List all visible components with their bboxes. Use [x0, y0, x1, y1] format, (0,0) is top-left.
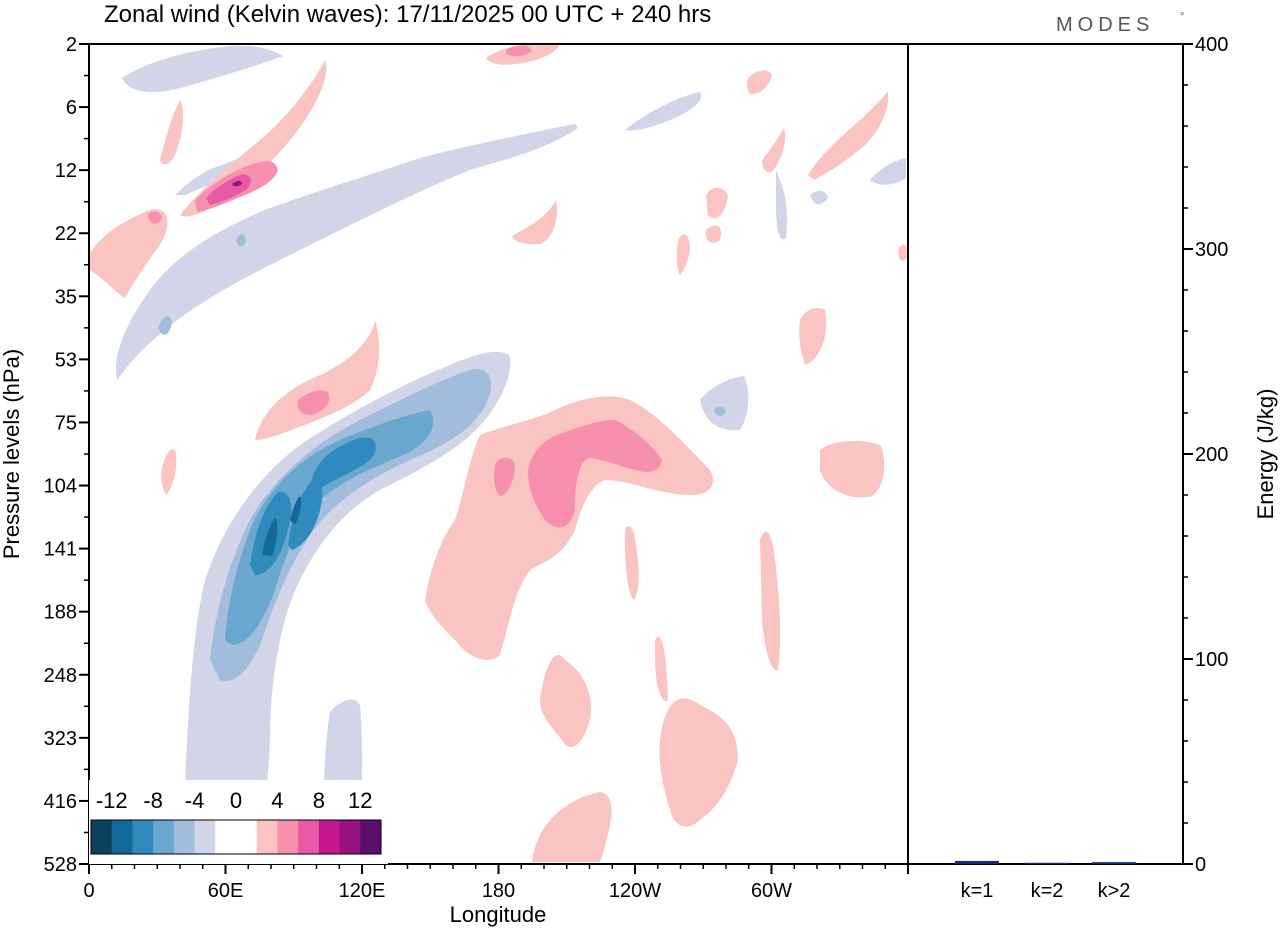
colorbar-label: -8 [143, 788, 163, 813]
energy-axis-label: Energy (J/kg) [1253, 389, 1278, 520]
colorbar-swatch [236, 820, 258, 854]
y-tick-label: 75 [55, 412, 77, 434]
colorbar-frame [90, 819, 382, 855]
colorbar-label: 12 [348, 788, 372, 813]
colorbar: -12 -8 -4 0 4 8 12 [89, 780, 388, 864]
colorbar-label: 8 [313, 788, 325, 813]
colorbar-swatch [132, 820, 154, 854]
modes-logo: MODES ° [1056, 11, 1184, 36]
x-tick-label: 180 [482, 880, 515, 902]
y-tick-label: 188 [44, 602, 77, 624]
energy-bar-k2 [1025, 862, 1069, 864]
wind-field [89, 44, 908, 864]
x-axis-label: Longitude [450, 902, 547, 927]
colorbar-swatch [91, 820, 113, 854]
colorbar-label: -12 [96, 788, 128, 813]
y-tick-label: 323 [44, 728, 77, 750]
easterly-contours-moderate [158, 234, 726, 681]
y-axis: 2 6 12 22 35 53 75 104 141 188 248 323 416 528 [44, 34, 89, 876]
westerly-contours-strong [206, 174, 251, 205]
colorbar-swatch [298, 820, 320, 854]
colorbar-swatch [173, 820, 196, 854]
y-tick-label: 528 [44, 854, 77, 876]
colorbar-label: -4 [185, 788, 205, 813]
y-tick-label: 22 [55, 223, 77, 245]
colorbar-swatch [153, 820, 175, 854]
energy-bar-k2 [1092, 862, 1136, 864]
chart-title: Zonal wind (Kelvin waves): 17/11/2025 00… [104, 1, 711, 28]
colorbar-swatch [339, 820, 361, 854]
energy-tick-label: 300 [1195, 239, 1228, 261]
y-tick-label: 35 [55, 286, 77, 308]
y-tick-label: 141 [44, 539, 77, 561]
y-tick-label: 416 [44, 791, 77, 813]
brand-wordmark: MODES [1056, 14, 1154, 36]
x-tick-label: 0 [83, 880, 94, 902]
y-axis-label: Pressure levels (hPa) [0, 349, 24, 559]
x-tick-label: 120W [609, 880, 661, 902]
energy-tick-label: 0 [1195, 854, 1206, 876]
brand-registered-mark: ° [1180, 11, 1184, 23]
y-tick-label: 104 [44, 476, 77, 498]
colorbar-swatch [277, 820, 299, 854]
energy-axis: 0 100 200 300 400 [1183, 34, 1228, 876]
energy-tick-label: 200 [1195, 444, 1228, 466]
easterly-contours-strong [225, 410, 434, 645]
colorbar-swatch [215, 820, 237, 854]
colorbar-swatch [194, 820, 216, 854]
colorbar-swatch [360, 820, 382, 854]
y-tick-label: 12 [55, 160, 77, 182]
x-axis: 0 60E 120E 180 120W 60W [83, 864, 909, 902]
energy-tick-label: 100 [1195, 649, 1228, 671]
x-tick-label: 120E [339, 880, 386, 902]
y-tick-label: 53 [55, 349, 77, 371]
x-tick-label: 60E [208, 880, 244, 902]
colorbar-label: 0 [230, 788, 242, 813]
energy-category-label: k>2 [1098, 880, 1131, 902]
y-tick-label: 6 [66, 97, 77, 119]
colorbar-swatch [256, 820, 278, 854]
y-tick-label: 2 [66, 34, 77, 56]
energy-category-label: k=1 [961, 880, 994, 902]
colorbar-swatch [111, 820, 133, 854]
energy-tick-label: 400 [1195, 34, 1228, 56]
colorbar-label: 4 [271, 788, 283, 813]
energy-bar-k1 [955, 860, 999, 864]
energy-bars: k=1 k=2 k>2 [955, 860, 1136, 902]
x-tick-label: 60W [751, 880, 792, 902]
y-tick-label: 248 [44, 665, 77, 687]
plot-frame-right [907, 43, 1184, 865]
colorbar-swatch [318, 820, 341, 854]
energy-category-label: k=2 [1031, 880, 1064, 902]
